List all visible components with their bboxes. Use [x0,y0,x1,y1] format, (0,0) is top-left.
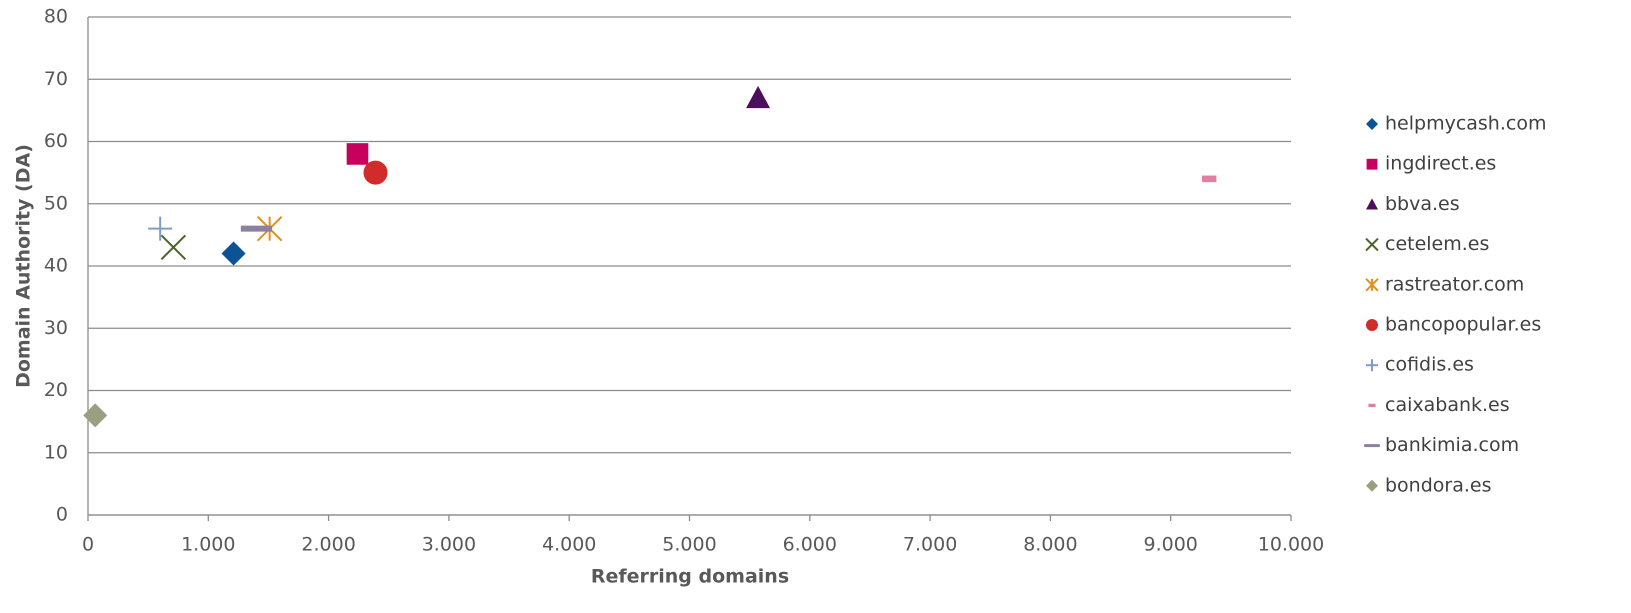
y-tick-label: 80 [44,6,68,28]
point [221,241,246,266]
legend-label: bondora.es [1385,474,1492,496]
x-tick-label: 6.000 [783,534,837,556]
legend-label: cetelem.es [1385,233,1489,255]
y-tick-label: 40 [44,255,68,277]
y-tick-label: 60 [44,130,68,152]
y-tick-label: 20 [44,379,68,401]
x-tick-label: 8.000 [1023,534,1077,556]
x-tick-label: 5.000 [662,534,716,556]
legend-marker [1365,237,1379,252]
legend-marker [1366,198,1378,210]
point-shape [83,403,108,428]
point-shape [346,143,369,165]
legend-marker [1366,479,1378,492]
x-tick-label: 3.000 [422,534,476,556]
legend-marker [1366,319,1378,331]
y-tick-label: 70 [44,68,68,90]
point-part [160,234,187,261]
point-shape [746,85,771,109]
legend-label: cofidis.es [1385,354,1474,376]
point [346,143,369,165]
x-tick-label: 9.000 [1143,534,1197,556]
point [83,403,108,428]
legend-marker-shape [1366,319,1378,331]
legend-label: bankimia.com [1385,434,1519,456]
legend-label: helpmycash.com [1385,113,1546,135]
point [746,85,771,109]
legend-marker-part [1365,237,1379,252]
y-tick-label: 30 [44,317,68,339]
legend-marker [1366,158,1378,170]
point [148,216,173,241]
x-tick-label: 0 [82,534,94,556]
legend-label: ingdirect.es [1385,153,1496,175]
y-tick-label: 10 [44,441,68,463]
legend-marker-shape [1366,158,1378,170]
legend-marker [1366,359,1378,372]
point [363,160,388,185]
legend-marker-shape [1366,118,1378,130]
y-axis-title: Domain Authority (DA) [13,144,35,388]
x-axis-title: Referring domains [591,566,789,588]
legend-marker-shape [1366,198,1378,210]
legend-marker [1366,118,1378,130]
point-shape [221,241,246,266]
x-tick-label: 2.000 [301,534,355,556]
legend-marker [1365,278,1379,292]
legend-label: rastreator.com [1385,273,1524,295]
point-shape [363,160,388,185]
legend-label: bancopopular.es [1385,314,1541,336]
x-tick-label: 7.000 [903,534,957,556]
legend-label: caixabank.es [1385,394,1510,416]
x-tick-label: 4.000 [542,534,596,556]
y-tick-label: 0 [56,504,68,526]
legend-marker-shape [1366,479,1378,492]
y-tick-label: 50 [44,192,68,214]
x-tick-label: 10.000 [1258,534,1324,556]
x-tick-label: 1.000 [181,534,235,556]
point [160,234,187,261]
legend-label: bbva.es [1385,193,1460,215]
